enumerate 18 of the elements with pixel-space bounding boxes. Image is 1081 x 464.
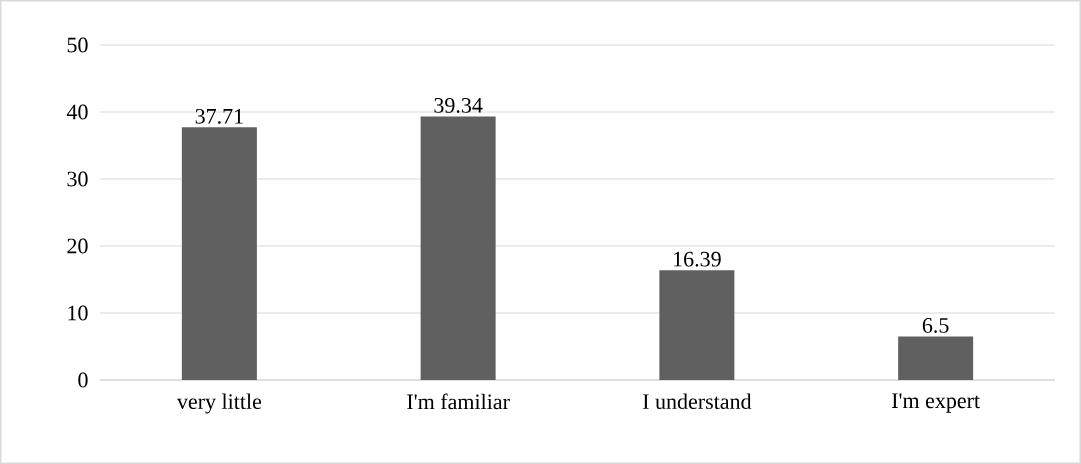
y-tick-label: 30 [67,171,88,187]
y-tick-label: 20 [67,238,88,254]
x-tick-label: I'm expert [892,393,980,413]
y-tick-label: 40 [66,104,88,120]
y-tick-label: 10 [68,305,88,321]
data-label: 37.71 [195,108,243,124]
bar [659,270,735,380]
y-tick-label: 0 [78,372,88,388]
bar [898,336,974,380]
x-tick-label: I'm familiar [407,393,510,410]
x-tick-label: very little [176,393,262,414]
y-tick-label: 50 [67,37,88,53]
data-label: 39.34 [434,98,483,113]
data-label: 6.5 [922,318,949,333]
bar [181,127,257,380]
bar [420,116,496,380]
data-label: 16.39 [674,251,721,267]
x-tick-label: I understand [643,393,752,410]
